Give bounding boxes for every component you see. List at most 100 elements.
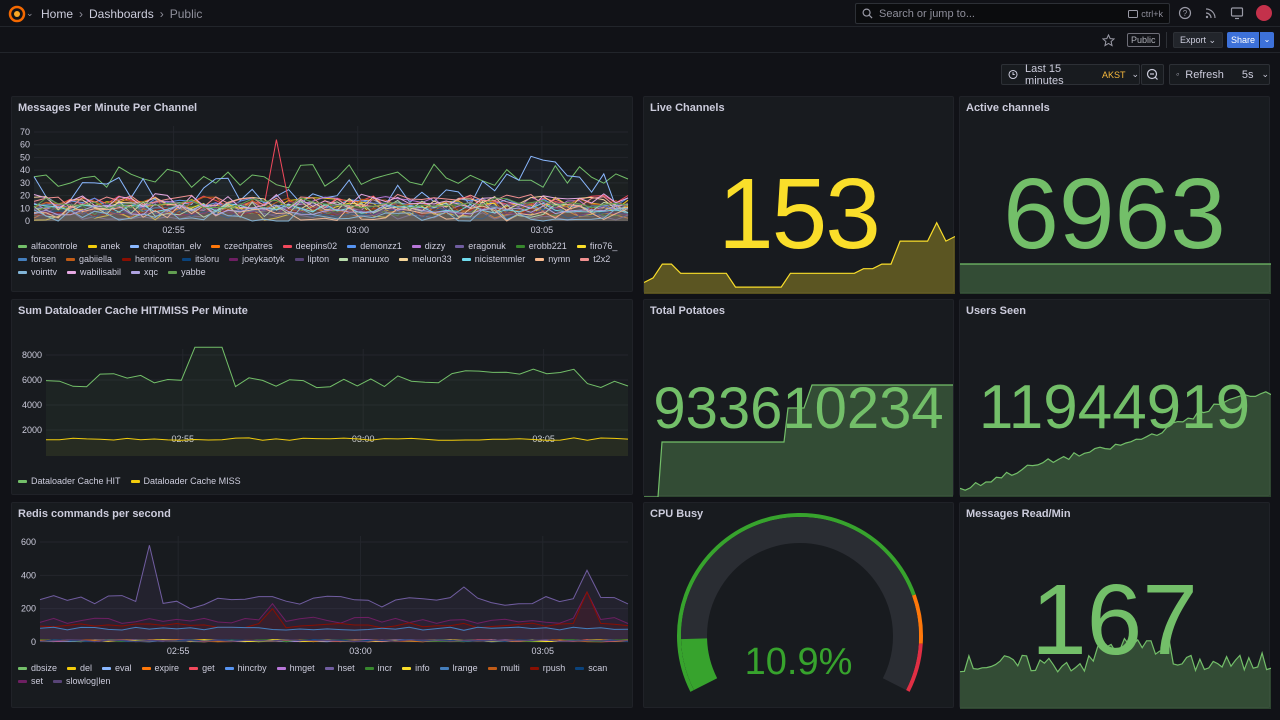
clock-icon [1008,69,1018,80]
star-icon[interactable] [1102,34,1115,47]
export-button[interactable]: Export ⌄ [1173,32,1224,48]
legend-item[interactable]: incr [364,663,392,673]
y-tick-label: 8000 [22,350,42,360]
legend-item[interactable]: hincrby [224,663,267,673]
legend-item[interactable]: xqc [131,267,158,277]
legend-item[interactable]: slowlog|len [53,676,110,686]
legend-item[interactable]: meluon33 [399,254,452,264]
legend-item[interactable]: dbsize [18,663,57,673]
legend-item[interactable]: eragonuk [455,241,506,251]
panel-active-channels[interactable]: Active channels 6963 [959,96,1271,294]
legend-item[interactable]: get [189,663,215,673]
legend-item[interactable]: eval [102,663,132,673]
legend-label: info [415,663,430,673]
series-line [33,201,629,213]
legend-item[interactable]: joeykaotyk [229,254,285,264]
series-area [34,196,628,221]
help-icon[interactable]: ? [1178,6,1192,20]
x-tick-label: 02:55 [167,646,190,656]
legend-item[interactable]: gabiiella [66,254,112,264]
legend-item[interactable]: expire [141,663,179,673]
legend-item[interactable]: forsen [18,254,56,264]
x-tick-label: 03:05 [532,434,555,444]
series-area [34,193,628,221]
panel-total-potatoes[interactable]: Total Potatoes 933610234 [643,299,954,497]
legend-swatch [364,666,374,670]
legend-item[interactable]: nicistemmler [461,254,525,264]
legend-item[interactable]: wabilisabil [67,267,121,277]
legend-item[interactable]: set [18,676,43,686]
legend-swatch [515,244,525,248]
legend-item[interactable]: lipton [294,254,329,264]
legend-item[interactable]: Dataloader Cache MISS [130,476,241,486]
legend-item[interactable]: rpush [529,663,565,673]
share-button[interactable]: Share [1227,32,1259,48]
legend-item[interactable]: lrange [439,663,478,673]
legend-item[interactable]: itsloru [182,254,219,264]
legend-item[interactable]: del [67,663,92,673]
legend-item[interactable]: multi [487,663,520,673]
rss-feed-icon[interactable] [1204,6,1218,20]
legend-item[interactable]: yabbe [168,267,206,277]
refresh-button[interactable]: Refresh 5s ⌄ [1169,64,1270,85]
legend-item[interactable]: hset [324,663,355,673]
zoom-out-button[interactable] [1141,64,1164,85]
legend-item[interactable]: erobb221 [515,241,567,251]
time-range-picker[interactable]: Last 15 minutes AKST ⌄ [1001,63,1140,87]
legend-item[interactable]: deepins02 [282,241,337,251]
legend-swatch [347,244,357,248]
export-label: Export [1180,35,1207,45]
search-input[interactable]: Search or jump to... ctrl+k [855,3,1170,24]
panel-dataloader-cache[interactable]: Sum Dataloader Cache HIT/MISS Per Minute… [11,299,633,495]
legend-item[interactable]: Dataloader Cache HIT [18,476,121,486]
legend-label: scan [588,663,608,673]
share-dropdown-chevron-icon[interactable]: ⌄ [1260,32,1274,48]
series-area [960,264,1271,294]
chevron-down-icon[interactable]: ⌄ [26,8,34,18]
breadcrumb-dashboards[interactable]: Dashboards [89,7,154,21]
legend-item[interactable]: manuuxo [339,254,389,264]
legend-item[interactable]: henricom [122,254,172,264]
panel-live-channels[interactable]: Live Channels 153 [643,96,955,294]
legend-item[interactable]: alfacontrole [18,241,78,251]
legend-item[interactable]: info [402,663,430,673]
user-avatar[interactable] [1256,5,1272,21]
series-line [33,202,629,214]
legend-item[interactable]: vointtv [18,267,57,277]
legend-item[interactable]: anek [87,241,120,251]
series-line [39,639,629,643]
search-shortcut: ctrl+k [1141,8,1163,19]
legend-swatch [182,257,192,261]
legend-item[interactable]: scan [575,663,607,673]
legend-item[interactable]: dizzy [411,241,445,251]
legend-item[interactable]: czechpatres [211,241,273,251]
panel-title: Total Potatoes [650,305,725,317]
refresh-interval-select[interactable]: 5s [1241,68,1254,81]
x-tick-label: 02:55 [172,434,195,444]
panel-users-seen[interactable]: Users Seen 11944919 [959,299,1271,497]
legend-swatch [18,257,27,261]
monitor-icon[interactable] [1230,6,1244,20]
panel-messages-per-minute[interactable]: Messages Per Minute Per Channel 70 60 50 40… [11,96,633,292]
series-area [40,592,628,642]
legend-item[interactable]: hmget [276,663,315,673]
legend-item[interactable]: nymn [535,254,570,264]
legend-swatch [189,666,199,670]
legend-item[interactable]: t2x2 [580,254,610,264]
panel-messages-read[interactable]: Messages Read/Min 167 [959,502,1271,709]
grafana-logo-icon[interactable] [8,5,26,23]
legend-item[interactable]: firo76_ [576,241,617,251]
legend-item[interactable]: chapotitan_elv [130,241,201,251]
legend-item[interactable]: demonzz1 [347,241,402,251]
panel-cpu-busy[interactable]: CPU Busy 10.9% [643,502,954,708]
panel-redis-commands[interactable]: Redis commands per second 600 400 200 0 02:5… [11,502,633,708]
legend-label: Dataloader Cache HIT [31,476,121,486]
series-line [33,207,629,222]
y-tick-label: 50 [20,152,30,162]
legend-label: eragonuk [468,241,506,251]
breadcrumb-home[interactable]: Home [41,7,74,21]
legend-label: lrange [452,663,478,673]
refresh-label: Refresh [1185,68,1224,81]
legend-swatch [18,679,27,683]
